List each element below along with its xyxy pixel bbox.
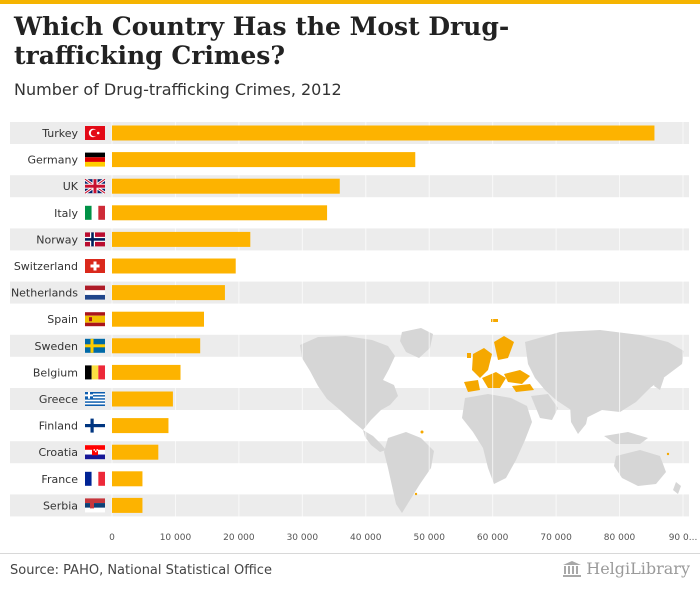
footer-divider (0, 553, 700, 554)
map-landmass (654, 372, 664, 390)
library-building-icon (563, 560, 582, 577)
tick-label: 80 000 (604, 533, 636, 543)
map-highlight-island (666, 452, 670, 456)
map-landmass (614, 450, 666, 486)
category-label: Belgium (33, 366, 78, 379)
map-landmass (570, 404, 590, 434)
sweden-flag-icon (85, 338, 105, 353)
top-accent-bar (0, 0, 700, 4)
map-landmass (462, 394, 532, 484)
uk-flag-icon (84, 177, 106, 195)
bar-sweden (112, 338, 201, 354)
map-landmass (531, 394, 558, 420)
map-landmass (384, 432, 434, 513)
bar-greece (112, 391, 173, 407)
bar-norway (112, 231, 251, 247)
chart-title: Which Country Has the Most Drug-traffick… (14, 12, 510, 70)
x-axis-ticks: 0 10 000 20 000 30 000 40 000 50 000 60 000 70 … (109, 533, 697, 543)
bar-finland (112, 418, 169, 434)
map-highlight-uk (467, 353, 471, 358)
tick-label: 40 000 (350, 533, 382, 543)
map-highlight-country (494, 336, 514, 360)
category-label: Switzerland (14, 260, 78, 273)
category-label: Netherlands (11, 287, 78, 300)
category-labels: Turkey Germany UK Italy Norway Switzerland Net… (11, 127, 79, 512)
bar-uk (112, 178, 340, 194)
bar-netherlands (112, 285, 225, 301)
map-landmass (604, 432, 648, 444)
category-label: Finland (39, 420, 78, 433)
map-highlight-country (464, 380, 480, 392)
germany-flag-icon (85, 152, 105, 167)
tick-label: 10 000 (160, 533, 192, 543)
source-note: Source: PAHO, National Statistical Offic… (10, 563, 272, 578)
bar-france (112, 471, 143, 487)
brand-logo[interactable]: HelgiLibrary (562, 559, 690, 578)
france-flag-icon (85, 471, 105, 486)
world-map-icon (300, 319, 684, 513)
category-label: Spain (47, 313, 78, 326)
bar-spain (112, 311, 204, 327)
bar-chart: Turkey Germany UK Italy Norway Switzerland Net… (10, 122, 697, 543)
category-label: Turkey (41, 127, 78, 140)
category-label: UK (63, 180, 79, 193)
map-highlight-country (482, 372, 506, 388)
brand-name: HelgiLibrary (586, 559, 690, 578)
category-label: Germany (27, 154, 78, 167)
map-highlight-island (420, 430, 424, 434)
category-label: Norway (36, 233, 78, 246)
bar-croatia (112, 444, 159, 460)
flags (84, 126, 106, 513)
tick-label: 0 (109, 533, 115, 543)
category-label: Sweden (35, 340, 78, 353)
greece-flag-icon (85, 392, 105, 406)
serbia-flag-icon (85, 498, 105, 513)
finland-flag-icon (85, 418, 105, 433)
map-highlight-country (472, 348, 492, 378)
map-highlight-island (414, 492, 418, 496)
tick-label: 30 000 (287, 533, 319, 543)
tick-label: 50 000 (413, 533, 445, 543)
category-label: Italy (54, 207, 78, 220)
norway-flag-icon (85, 232, 105, 247)
map-landmass (673, 482, 681, 494)
turkey-flag-icon (85, 126, 105, 140)
bar-switzerland (112, 258, 236, 274)
category-label: France (41, 473, 78, 486)
bar-germany (112, 152, 416, 168)
map-landmass (400, 328, 433, 358)
category-label: Serbia (43, 499, 78, 512)
category-label: Greece (39, 393, 78, 406)
row-stripe (10, 494, 689, 517)
italy-flag-icon (85, 205, 105, 220)
tick-label: 90 0... (669, 533, 698, 543)
map-landmass (300, 336, 398, 430)
bar-turkey (112, 125, 655, 141)
tick-label: 60 000 (477, 533, 509, 543)
tick-label: 20 000 (223, 533, 255, 543)
category-label: Croatia (38, 446, 78, 459)
map-highlight-svalbard (491, 319, 498, 322)
croatia-flag-icon (85, 445, 105, 460)
belgium-flag-icon (85, 365, 105, 380)
map-landmass (363, 430, 386, 452)
map-highlight-country (512, 384, 534, 392)
tick-label: 70 000 (540, 533, 572, 543)
spain-flag-icon (85, 312, 105, 327)
bar-italy (112, 205, 328, 221)
bars (112, 125, 655, 513)
map-highlight-country (504, 370, 530, 384)
netherlands-flag-icon (85, 285, 105, 300)
bar-serbia (112, 497, 143, 513)
chart-subtitle: Number of Drug-trafficking Crimes, 2012 (14, 80, 342, 99)
bar-belgium (112, 364, 181, 380)
map-landmass (525, 330, 684, 418)
switzerland-flag-icon (85, 259, 105, 273)
